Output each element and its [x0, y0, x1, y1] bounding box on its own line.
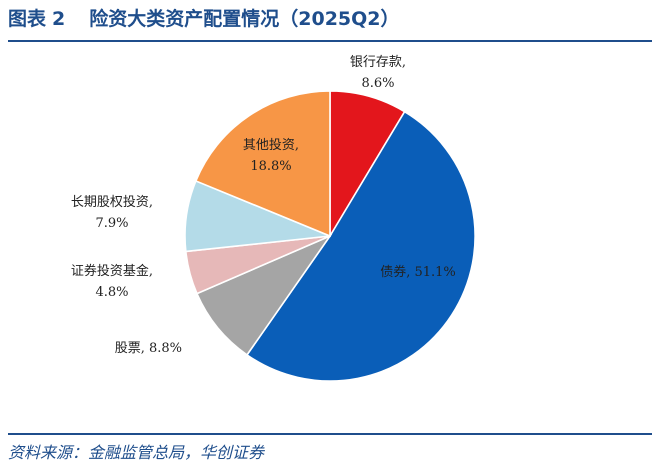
source-divider [8, 433, 652, 435]
pie-label-3: 股票, 8.8% [115, 341, 182, 356]
pie-slices [184, 90, 476, 382]
pie-label-line: 4.8% [95, 285, 128, 300]
pie-label-5: 长期股权投资, 7.9% [71, 194, 153, 231]
title-divider [8, 40, 652, 42]
pie-label-line: 长期股权投资, [71, 194, 153, 210]
pie-label-6: 其他投资, 18.8% [243, 137, 299, 174]
figure-number: 2 [52, 8, 66, 30]
source-note: 资料来源：金融监管总局，华创证券 [8, 443, 265, 462]
chart-title: 险资大类资产配置情况（2025Q2） [89, 8, 400, 30]
pie-slice-2 [245, 110, 476, 382]
pie-label-2: 债券, 51.1% [380, 264, 456, 280]
pie-label-1: 银行存款, 8.6% [350, 55, 406, 91]
pie-label-line: 债券, 51.1% [380, 264, 456, 280]
pie-label-line: 证券投资基金, [71, 263, 153, 279]
page-title: 图表 2 险资大类资产配置情况（2025Q2） [8, 6, 400, 32]
pie-chart: 银行存款, 8.6% 债券, 51.1% 股票, 8.8% 证券投资基金, 4.8% 长期股… [71, 55, 476, 382]
pie-label-line: 7.9% [95, 216, 128, 231]
pie-label-line: 股票, 8.8% [115, 341, 182, 356]
pie-label-4: 证券投资基金, 4.8% [71, 263, 153, 300]
pie-label-line: 8.6% [361, 76, 394, 91]
pie-label-line: 银行存款, [350, 55, 406, 70]
pie-label-line: 18.8% [250, 159, 291, 174]
figure-label: 图表 [8, 8, 47, 30]
pie-slice-6 [194, 90, 331, 238]
pie-label-line: 其他投资, [243, 137, 299, 153]
pie-labels: 银行存款, 8.6% 债券, 51.1% 股票, 8.8% 证券投资基金, 4.8% 长期股… [71, 55, 456, 356]
